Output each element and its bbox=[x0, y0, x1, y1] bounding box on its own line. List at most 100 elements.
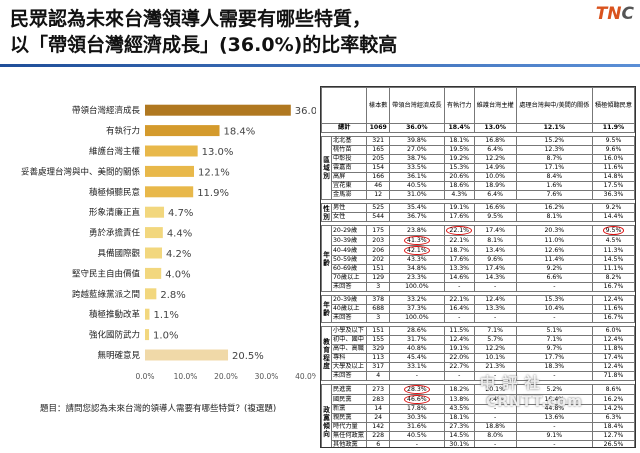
table-cell: - bbox=[473, 413, 517, 423]
category-label: 強化國防武力 bbox=[89, 330, 140, 341]
table-row: 40歲以上 688 37.3% 16.4% 13.3% 10.4% 11.6% bbox=[322, 304, 635, 314]
table-cell: 26.5% bbox=[592, 440, 635, 447]
table-cell: 12.1% bbox=[515, 123, 594, 133]
table-row: 金馬澎 12 31.0% 4.3% 6.4% 7.6% 36.3% bbox=[322, 190, 635, 200]
row-label: 20-39歲 bbox=[330, 295, 368, 305]
table-cell: 11.3% bbox=[592, 245, 635, 256]
table-cell: 16.7% bbox=[592, 282, 635, 292]
table-cell: 18.1% bbox=[443, 136, 475, 146]
table-row: 高中、高職 329 40.8% 19.1% 12.2% 9.7% 11.8% bbox=[322, 344, 635, 354]
table-row: 親民黨 24 30.3% 18.1% -13.6% 6.3% bbox=[322, 413, 635, 423]
table-cell: 9.5% bbox=[592, 225, 635, 236]
table-cell: 37.3% bbox=[388, 304, 445, 314]
table-cell: 11.6% bbox=[592, 304, 635, 314]
table-cell: 20.3% bbox=[515, 225, 594, 236]
highlight-circle: 42.1% bbox=[404, 246, 430, 255]
table-cell: 23.8% bbox=[388, 225, 445, 236]
group-label: 教育程度 bbox=[321, 326, 332, 381]
table-cell: 203 bbox=[366, 235, 390, 246]
x-tick-label: 30.0% bbox=[255, 372, 279, 381]
table-cell: 17.6% bbox=[443, 255, 475, 265]
table-cell: 10.0% bbox=[473, 172, 517, 182]
header-corner bbox=[321, 87, 368, 124]
table-cell: 8.1% bbox=[473, 235, 517, 246]
table-cell: 34.8% bbox=[388, 264, 445, 274]
table-cell: 18.1% bbox=[443, 413, 475, 423]
table-cell: 154 bbox=[366, 163, 390, 173]
row-label: 50-59歲 bbox=[330, 255, 368, 265]
table-cell: 12.3% bbox=[515, 145, 594, 155]
table-cell: 283 bbox=[366, 394, 390, 405]
table-cell: 20.6% bbox=[443, 172, 475, 182]
table-cell: 27.3% bbox=[443, 422, 475, 432]
bar bbox=[145, 247, 163, 259]
category-label: 堅守民主自由價值 bbox=[72, 268, 141, 279]
table-cell: 17.6% bbox=[443, 212, 475, 222]
table-cell: 14.5% bbox=[443, 431, 475, 441]
table-cell: 321 bbox=[366, 136, 390, 146]
table-cell: 6.6% bbox=[515, 273, 594, 283]
table-cell: 100.0% bbox=[388, 282, 445, 292]
crosstab-panel: 樣本數 帶領台灣經濟成長 有執行力 維護台灣主權 處理台灣與中/美間的關係 積極傾聽民意總… bbox=[320, 86, 636, 448]
table-cell: 18.2% bbox=[443, 384, 475, 395]
row-label: 初中、國中 bbox=[330, 335, 368, 345]
table-cell: 16.2% bbox=[592, 394, 635, 405]
total-label: 總計 bbox=[321, 123, 368, 133]
table-cell: 16.6% bbox=[473, 203, 517, 213]
row-label: 40-49歲 bbox=[330, 245, 368, 256]
table-cell: 155 bbox=[366, 335, 390, 345]
table-cell: 12.4% bbox=[473, 295, 517, 305]
table-cell: 9.6% bbox=[473, 255, 517, 265]
table-cell: 11.5% bbox=[443, 326, 475, 336]
table-cell: 11.9% bbox=[592, 123, 635, 133]
row-label: 未回答 bbox=[330, 371, 368, 381]
header-row: 樣本數 帶領台灣經濟成長 有執行力 維護台灣主權 處理台灣與中/美間的關係 積極傾聽民意 bbox=[321, 87, 635, 124]
table-cell: 19.1% bbox=[443, 344, 475, 354]
bar bbox=[145, 206, 165, 218]
table-cell: 18.6% bbox=[443, 181, 475, 191]
table-cell: 14.5% bbox=[592, 255, 635, 265]
table-cell: 18.8% bbox=[473, 422, 517, 432]
value-label: 11.9% bbox=[197, 188, 229, 199]
x-tick-label: 20.0% bbox=[214, 372, 238, 381]
table-row: 其他政黨 6-30.1% - -26.5% bbox=[322, 440, 635, 447]
table-row: 未回答 3 100.0% - - -16.7% bbox=[322, 313, 635, 323]
table-cell: 71.8% bbox=[592, 371, 635, 381]
table-cell: 19.1% bbox=[443, 203, 475, 213]
table-cell: 11.0% bbox=[515, 235, 594, 246]
column-header: 有執行力 bbox=[443, 87, 475, 124]
total-row: 總計 1069 36.0% 18.4% 13.0% 12.1% 11.9% bbox=[321, 123, 635, 133]
value-label: 20.5% bbox=[232, 351, 264, 362]
category-label: 具備國際觀 bbox=[97, 248, 140, 259]
table-cell: 4.5% bbox=[592, 235, 635, 246]
table-cell: - bbox=[515, 422, 594, 432]
x-tick-label: 10.0% bbox=[174, 372, 198, 381]
table-cell: 38.7% bbox=[388, 154, 445, 164]
table-cell: - bbox=[473, 440, 517, 447]
highlight-circle: 46.6% bbox=[404, 395, 430, 404]
highlight-circle: 41.3% bbox=[404, 236, 430, 245]
table-cell: 14.9% bbox=[473, 163, 517, 173]
row-label: 新黨 bbox=[330, 404, 368, 414]
table-cell: 36.3% bbox=[592, 190, 635, 200]
table-cell: 113 bbox=[366, 353, 390, 363]
table-cell: 33.1% bbox=[388, 362, 445, 372]
table-cell: 9.7% bbox=[515, 344, 594, 354]
table-cell: 12.4% bbox=[592, 362, 635, 372]
table-cell: - bbox=[515, 313, 594, 323]
table-cell: 40.5% bbox=[388, 181, 445, 191]
table-row: 政黨傾向 民進黨 273 28.3% 18.2% 20.1% 5.2% 8.6% bbox=[321, 384, 635, 447]
table-cell: - bbox=[515, 282, 594, 292]
tnc-logo: TNC bbox=[596, 4, 634, 24]
table-cell: 129 bbox=[366, 273, 390, 283]
category-label: 勇於承擔責任 bbox=[89, 228, 141, 239]
table-row: 新黨 14 17.8% 43.5% -44.8% 14.2% bbox=[322, 404, 635, 414]
category-label: 有執行力 bbox=[106, 126, 140, 137]
table-cell: 35.4% bbox=[388, 203, 445, 213]
table-cell: 14 bbox=[366, 404, 390, 414]
table-cell: 22.7% bbox=[443, 362, 475, 372]
table-cell: 151 bbox=[366, 326, 390, 336]
table-cell: 3 bbox=[366, 313, 390, 323]
logo-text-a: TN bbox=[595, 4, 622, 24]
table-row: 性別 男性 525 35.4% 19.1% 16.6% 16.2% 9.2% bbox=[321, 203, 635, 222]
